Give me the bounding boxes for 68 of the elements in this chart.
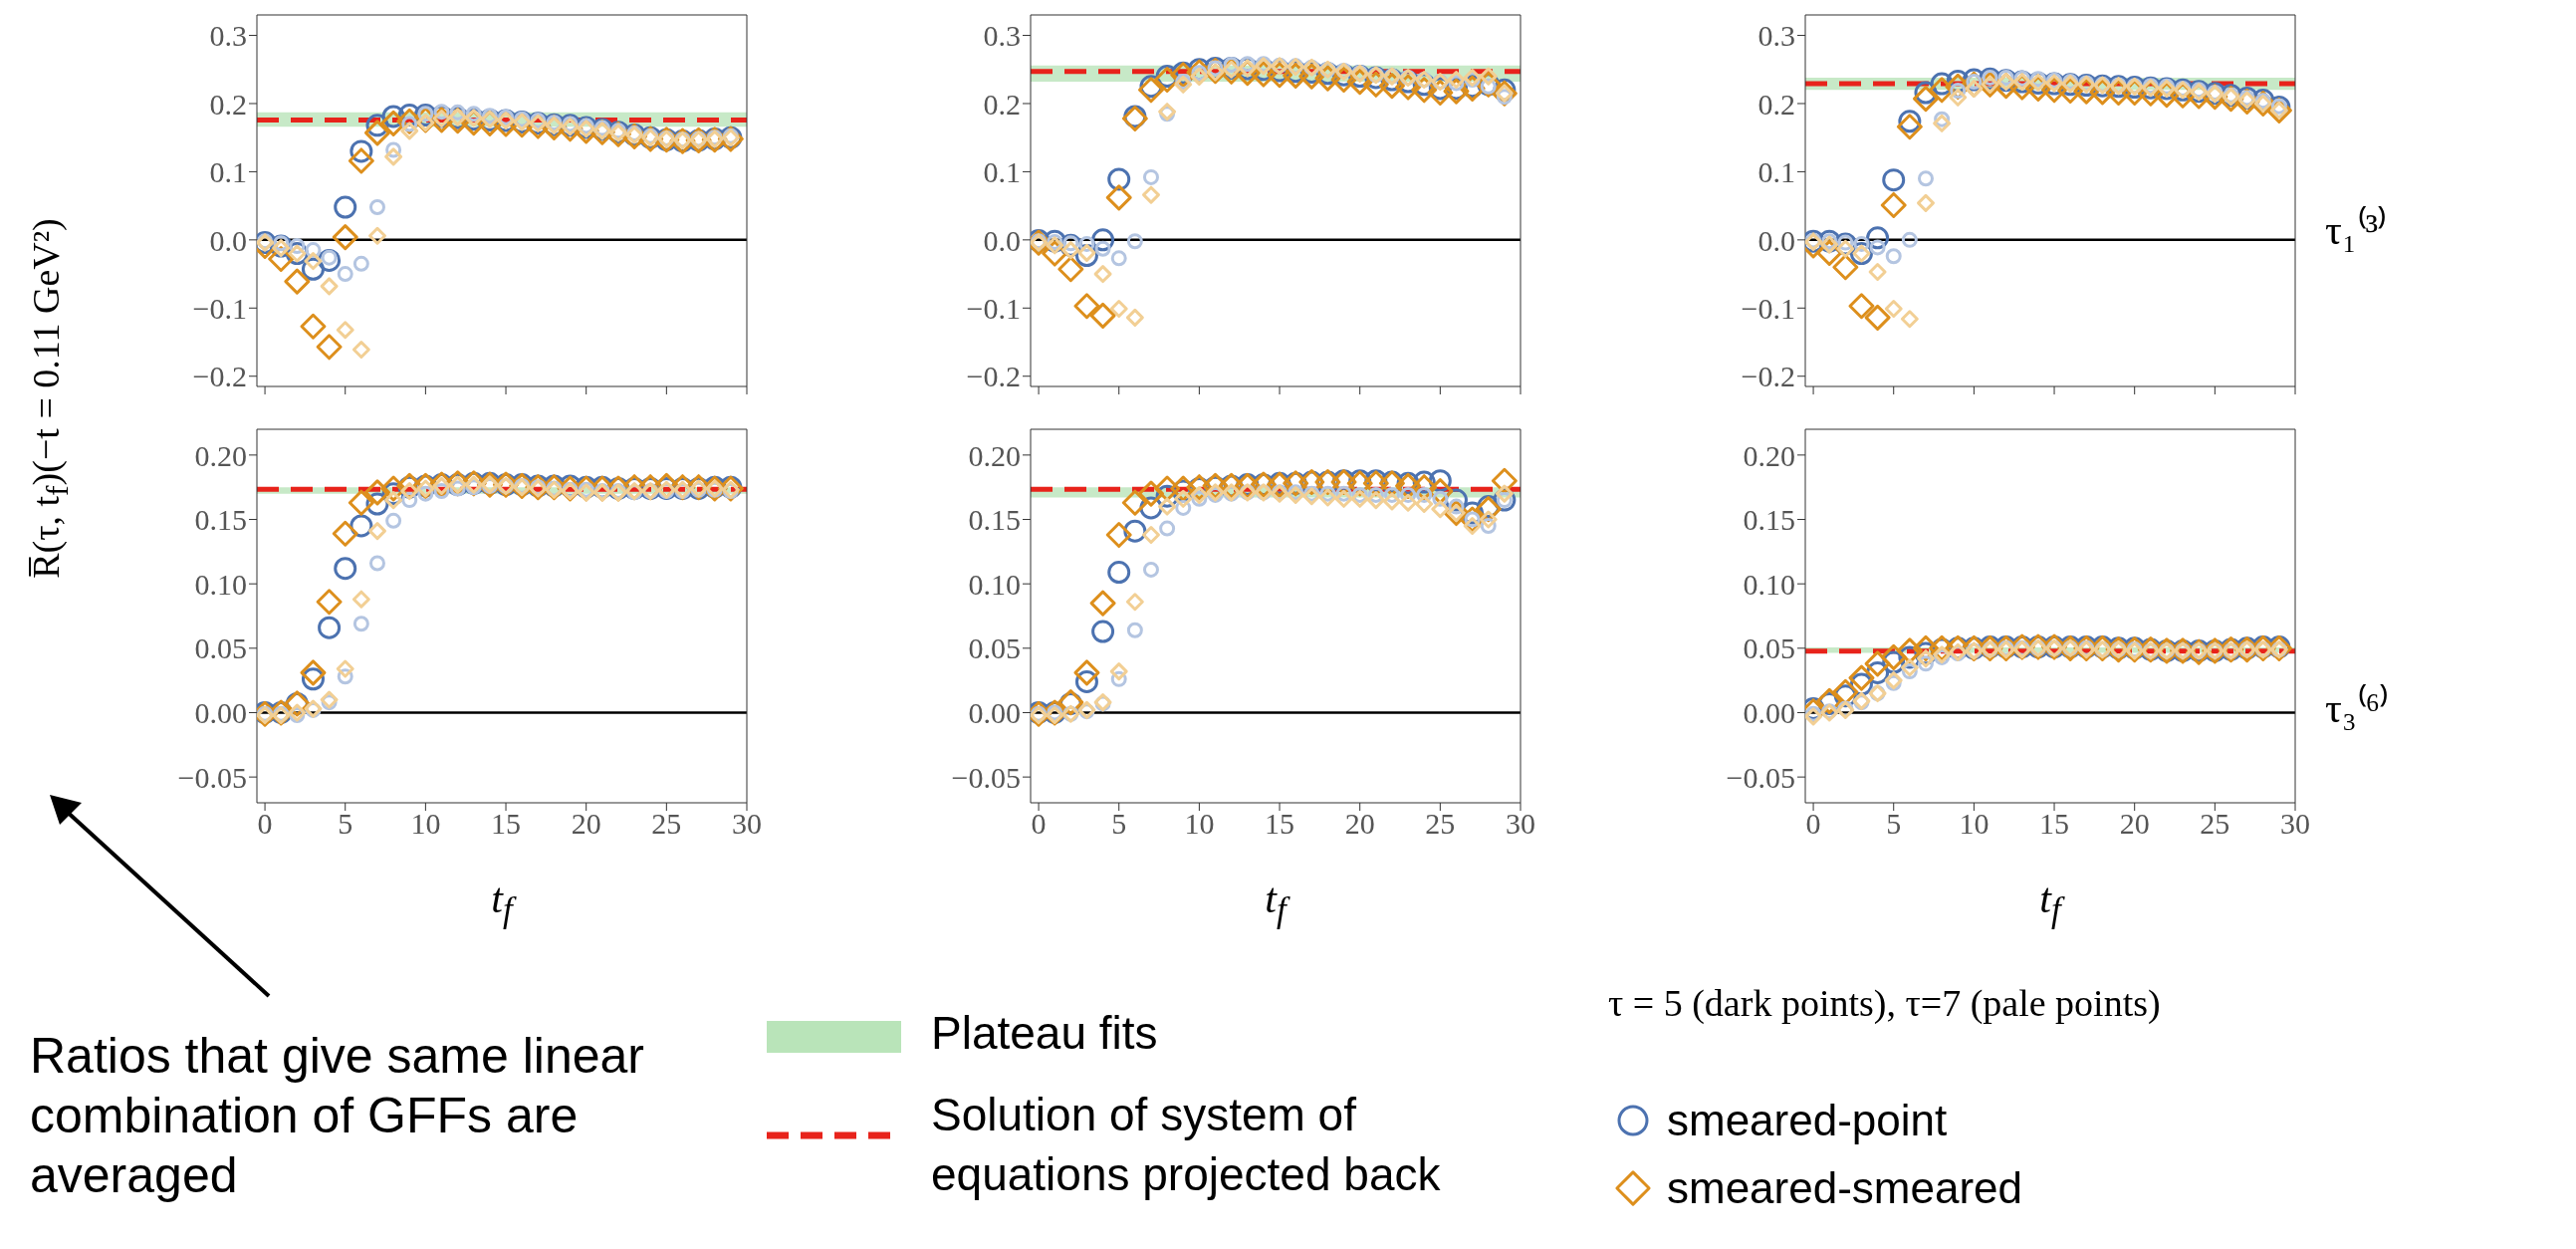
text: τ₁⁽³⁾ (2325, 205, 2388, 255)
y-tick-label: 0.3 (1757, 19, 1795, 53)
x-tick-label: 10 (1184, 807, 1215, 841)
x-tick-label: 25 (1425, 807, 1456, 841)
text: τ₃⁽⁶⁾ (2325, 683, 2390, 733)
x-tick-label: 10 (1959, 807, 1990, 841)
y-tick-label: 0.20 (968, 438, 1021, 472)
x-axis-title: t$_{f}$ (2038, 874, 2066, 931)
legend-label: Plateau fits (931, 1006, 1158, 1060)
x-tick-label: 15 (1265, 807, 1295, 841)
x-tick-label: 5 (338, 807, 353, 841)
y-tick-label: −0.05 (1726, 760, 1795, 794)
text: Ratios that give same linear combination of GFFs are averaged (30, 1027, 645, 1205)
y-tick-label: 0.2 (1757, 87, 1795, 121)
y-tick-label: 0.00 (968, 696, 1021, 730)
x-axis-title: t$_{f}$ (1264, 874, 1291, 931)
y-tick-label: 0.10 (1743, 567, 1795, 601)
y-tick-label: 0.00 (1743, 696, 1795, 730)
y-tick-label: −0.05 (951, 760, 1021, 794)
x-tick-label: 15 (2039, 807, 2070, 841)
y-tick-label: 0.0 (983, 223, 1021, 257)
y-tick-label: −0.2 (1741, 360, 1795, 393)
y-tick-label: −0.2 (192, 360, 247, 393)
x-tick-label: 0 (1805, 807, 1821, 841)
y-tick-label: 0.00 (194, 696, 247, 730)
text: τ = 5 (dark points), τ=7 (pale points) (1608, 981, 2161, 1025)
y-tick-label: 0.05 (194, 631, 247, 665)
x-tick-label: 30 (2280, 807, 2310, 841)
x-tick-label: 15 (491, 807, 522, 841)
x-tick-label: 25 (651, 807, 682, 841)
y-tick-label: 0.1 (209, 155, 247, 189)
y-tick-label: −0.2 (966, 360, 1021, 393)
y-tick-label: 0.0 (1757, 223, 1795, 257)
x-tick-label: 5 (1111, 807, 1127, 841)
y-tick-label: −0.1 (966, 291, 1021, 325)
y-tick-label: 0.0 (209, 223, 247, 257)
y-tick-label: −0.1 (1741, 291, 1795, 325)
y-tick-label: 0.3 (983, 19, 1021, 53)
y-tick-label: −0.1 (192, 291, 247, 325)
x-tick-label: 20 (1344, 807, 1375, 841)
y-tick-label: 0.05 (1743, 631, 1795, 665)
legend-label: smeared-point (1667, 1096, 1948, 1145)
x-tick-label: 0 (257, 807, 273, 841)
y-tick-label: 0.1 (1757, 155, 1795, 189)
y-tick-label: 0.10 (968, 567, 1021, 601)
y-tick-label: 0.05 (968, 631, 1021, 665)
y-tick-label: 0.1 (983, 155, 1021, 189)
x-tick-label: 20 (2119, 807, 2150, 841)
x-tick-label: 20 (571, 807, 601, 841)
legend-label: smeared-smeared (1667, 1163, 2023, 1213)
x-tick-label: 0 (1031, 807, 1047, 841)
y-tick-label: −0.05 (177, 760, 247, 794)
x-tick-label: 10 (410, 807, 441, 841)
x-tick-label: 25 (2200, 807, 2230, 841)
y-tick-label: 0.2 (983, 87, 1021, 121)
y-tick-label: 0.3 (209, 19, 247, 53)
y-tick-label: 0.15 (194, 503, 247, 537)
x-tick-label: 30 (1506, 807, 1535, 841)
y-tick-label: 0.10 (194, 567, 247, 601)
y-tick-label: 0.20 (1743, 438, 1795, 472)
y-tick-label: 0.15 (1743, 503, 1795, 537)
legend-label: Solution of system of equations projected back (931, 1088, 1442, 1202)
y-tick-label: 0.15 (968, 503, 1021, 537)
x-tick-label: 30 (732, 807, 762, 841)
x-axis-title: t$_{f}$ (490, 874, 518, 931)
x-tick-label: 5 (1886, 807, 1902, 841)
y-tick-label: 0.20 (194, 438, 247, 472)
y-tick-label: 0.2 (209, 87, 247, 121)
